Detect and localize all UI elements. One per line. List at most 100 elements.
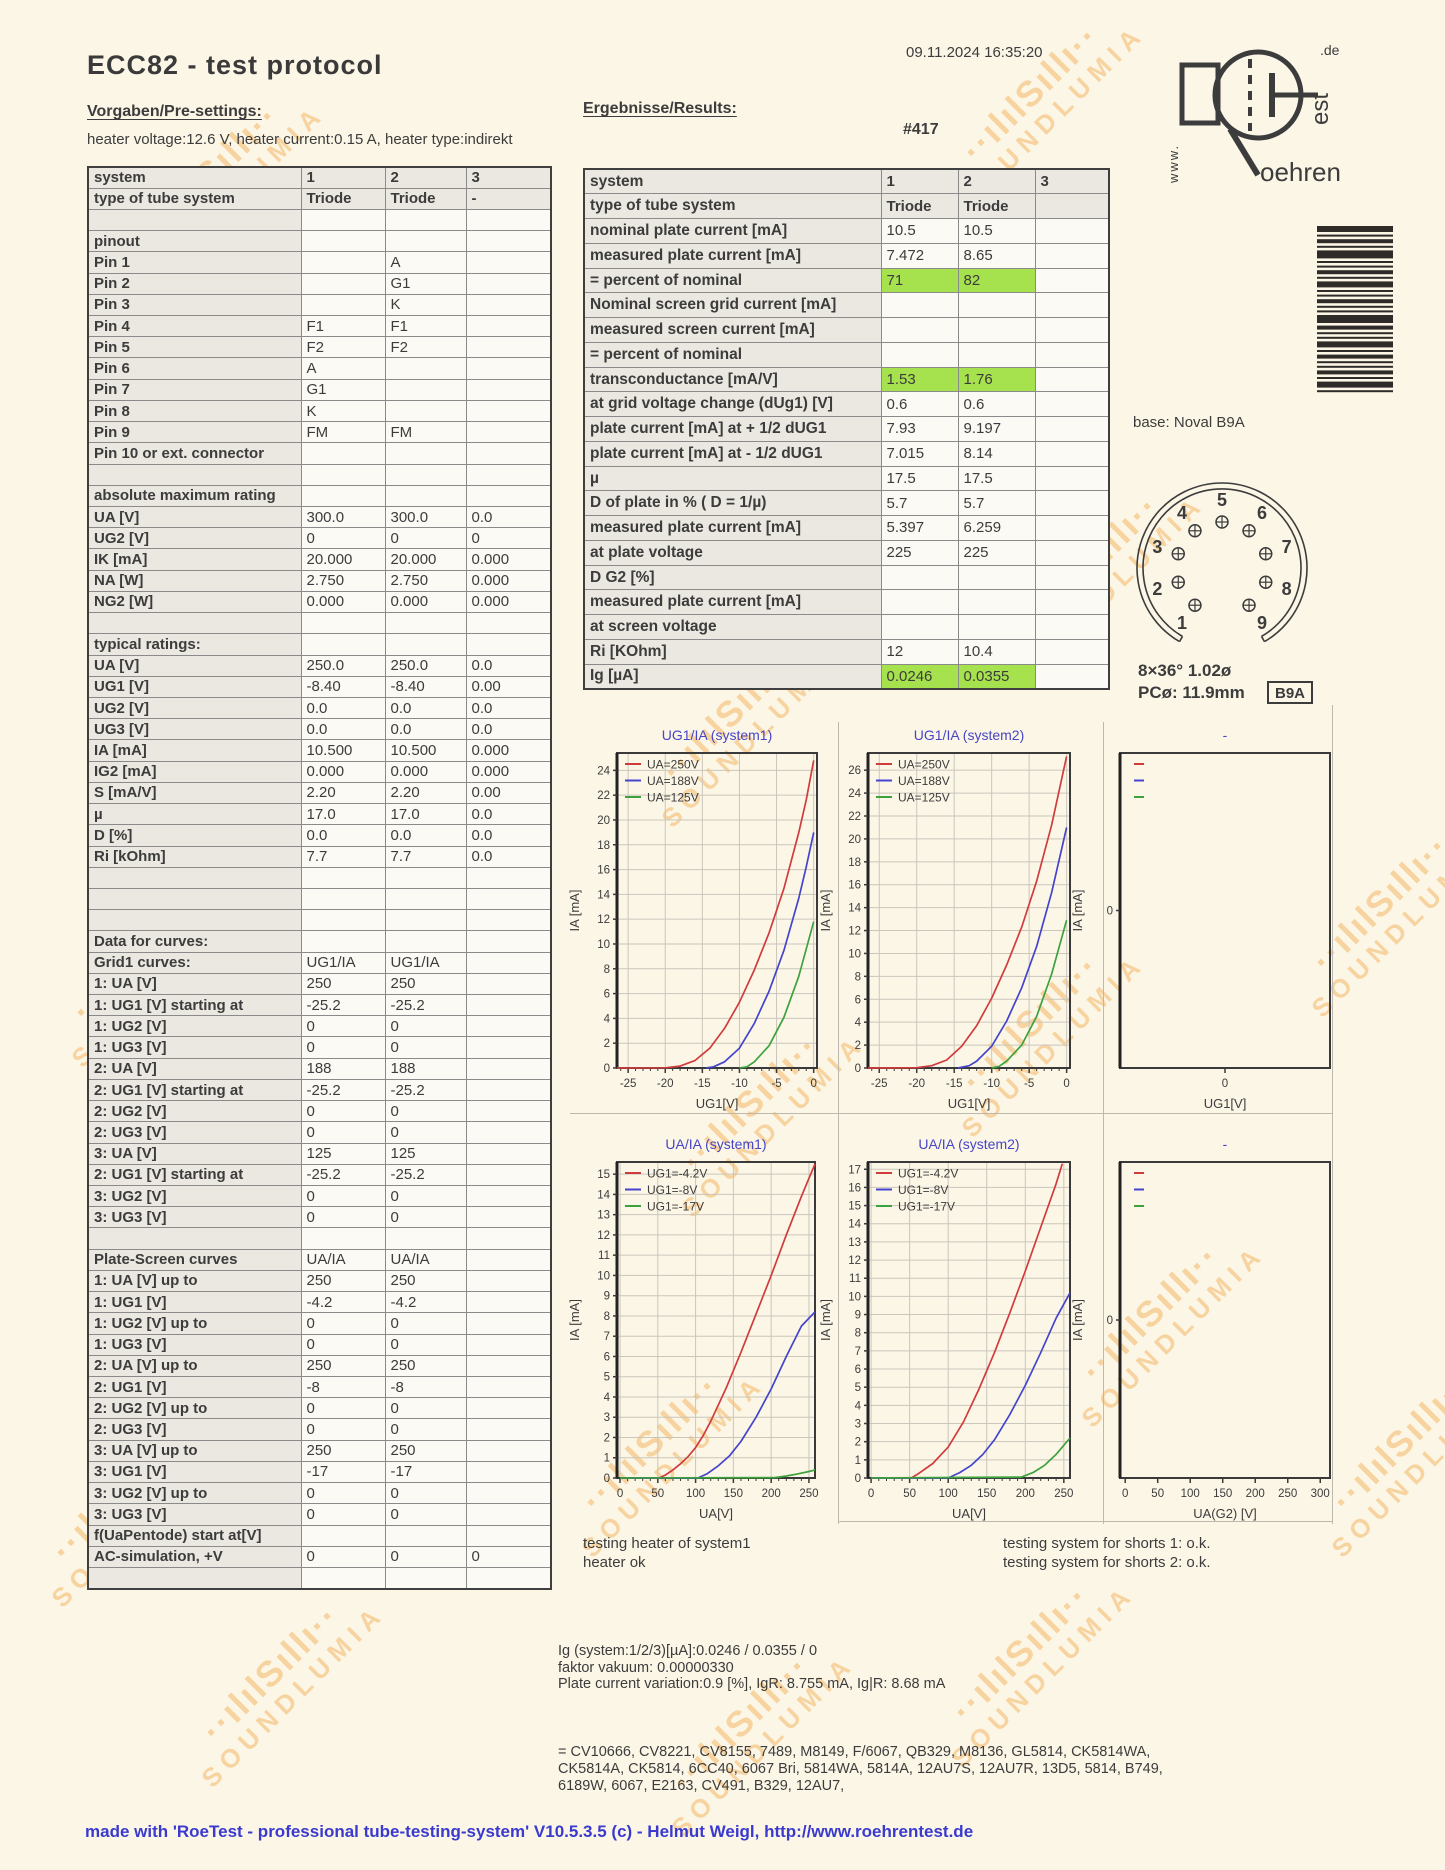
value-cell	[465, 357, 552, 380]
table-row: UG3 [V] 0.0 0.0 0.0	[87, 718, 552, 741]
x-tick-label: 100	[1181, 1488, 1200, 1500]
value-cell	[1034, 539, 1110, 566]
value-cell: 7.472	[880, 242, 959, 269]
variation-line: Plate current variation:0.9 [%], IgR: 8.…	[558, 1676, 946, 1692]
row-label-cell: 3: UG2 [V] up to	[87, 1482, 302, 1505]
y-tick-label: 6	[855, 994, 861, 1006]
row-label-cell	[87, 909, 302, 932]
y-tick-label: 9	[855, 1310, 861, 1322]
value-cell	[465, 1418, 552, 1441]
value-cell: A	[300, 357, 386, 380]
x-tick-label: 100	[939, 1488, 958, 1500]
y-tick-label: 15	[848, 1201, 861, 1213]
pin-5	[1215, 515, 1229, 529]
data-series	[619, 1469, 816, 1479]
table-row: 2: UG3 [V] 0 0	[87, 1418, 552, 1441]
value-cell: 0	[384, 1015, 467, 1038]
y-axis-label: IA [mA]	[818, 1299, 833, 1341]
row-label-cell: 3: UG1 [V]	[87, 1460, 302, 1484]
value-cell	[465, 336, 552, 359]
value-cell: G1	[300, 378, 386, 401]
value-cell: 0	[300, 1206, 386, 1229]
value-cell: 0	[300, 1397, 386, 1420]
value-cell: 71	[880, 267, 959, 294]
value-cell	[465, 612, 552, 635]
divider	[838, 722, 839, 1524]
page-title: ECC82 - test protocol	[87, 50, 383, 80]
value-cell	[300, 909, 386, 932]
value-cell: -4.2	[300, 1291, 386, 1314]
x-axis-label: UA(G2) [V]	[1193, 1506, 1257, 1521]
y-tick-label: 12	[597, 914, 610, 926]
y-tick-label: 8	[855, 971, 861, 983]
table-row	[87, 612, 552, 635]
row-label-cell: UG2 [V]	[87, 527, 302, 550]
row-label-cell: measured screen current [mA]	[583, 317, 882, 343]
x-tick-label: -15	[946, 1078, 963, 1090]
value-cell: 125	[300, 1142, 386, 1165]
value-cell: 20.000	[300, 548, 386, 571]
table-row: AC-simulation, +V 0 0 0	[87, 1545, 552, 1568]
y-tick-label: 18	[848, 857, 861, 869]
socket-diagram: 1 2 3 4 5 6 7 8 9 8×36° 1.02ø PCø: 11.9mm B9A	[1125, 478, 1337, 728]
y-axis-label: IA [mA]	[1070, 890, 1085, 932]
x-tick-label: -25	[871, 1078, 888, 1090]
value-cell	[384, 866, 467, 889]
x-axis-label: UA[V]	[952, 1506, 986, 1521]
value-cell: 250	[384, 1439, 467, 1462]
chart-ua-ia-system2: 0 50 100 150 200 2500123456789101112131415161…	[818, 1136, 1073, 1521]
x-axis-label: UG1[V]	[696, 1096, 739, 1111]
row-label-cell: Pin 5	[87, 336, 302, 359]
legend-label: UA=125V	[898, 791, 950, 805]
value-cell	[1034, 515, 1110, 541]
table-row: typical ratings:	[87, 633, 552, 656]
value-cell: 225	[880, 539, 959, 566]
value-cell: UG1/IA	[384, 951, 467, 974]
row-label-cell: 3: UG2 [V]	[87, 1184, 302, 1208]
value-cell	[300, 1566, 386, 1590]
pin-2	[1171, 575, 1186, 589]
value-cell: 2.750	[300, 569, 386, 592]
value-cell: 3	[465, 166, 552, 189]
pin-label: 2	[1152, 579, 1162, 599]
row-label-cell: 2: UG2 [V] up to	[87, 1397, 302, 1420]
value-cell: F1	[300, 315, 386, 338]
x-tick-label: 0	[810, 1078, 816, 1090]
y-tick-label: 3	[855, 1419, 861, 1431]
y-tick-label: 4	[604, 1013, 611, 1025]
table-row: NG2 [W] 0.000 0.000 0.000	[87, 590, 552, 614]
table-row: measured plate current [mA]	[583, 589, 1110, 615]
y-axis-label: IA [mA]	[818, 890, 833, 932]
value-cell	[957, 341, 1036, 368]
value-cell: F1	[384, 315, 467, 338]
value-cell	[300, 208, 386, 232]
x-tick-label: 150	[977, 1488, 996, 1500]
table-row: Pin 5 F2 F2	[87, 336, 552, 359]
y-axis-label: IA [mA]	[567, 890, 582, 932]
value-cell	[465, 1100, 552, 1123]
value-cell: F2	[300, 336, 386, 359]
row-label-cell: 3: UG3 [V]	[87, 1503, 302, 1526]
value-cell: 0	[384, 1036, 467, 1059]
row-label-cell: UG2 [V]	[87, 696, 302, 720]
table-row: Pin 2 G1	[87, 272, 552, 295]
value-cell: 0	[465, 527, 552, 550]
y-axis-label: IA [mA]	[567, 1299, 582, 1341]
value-cell	[465, 1163, 552, 1187]
value-cell	[300, 887, 386, 911]
y-tick-label: 24	[597, 765, 610, 777]
y-tick-label: 4	[855, 1400, 862, 1412]
table-row: = percent of nominal 71 82	[583, 267, 1110, 294]
row-label-cell	[87, 866, 302, 889]
row-label-cell: measured plate current [mA]	[583, 589, 882, 615]
table-row: D G2 [%]	[583, 564, 1110, 591]
value-cell: 225	[957, 539, 1036, 566]
x-tick-label: 0	[1222, 1078, 1228, 1090]
value-cell: 0.000	[465, 590, 552, 614]
value-cell: 2.20	[384, 781, 467, 805]
row-label-cell: 1: UG2 [V] up to	[87, 1312, 302, 1335]
row-label-cell: measured plate current [mA]	[583, 515, 882, 541]
x-tick-label: -20	[657, 1078, 674, 1090]
